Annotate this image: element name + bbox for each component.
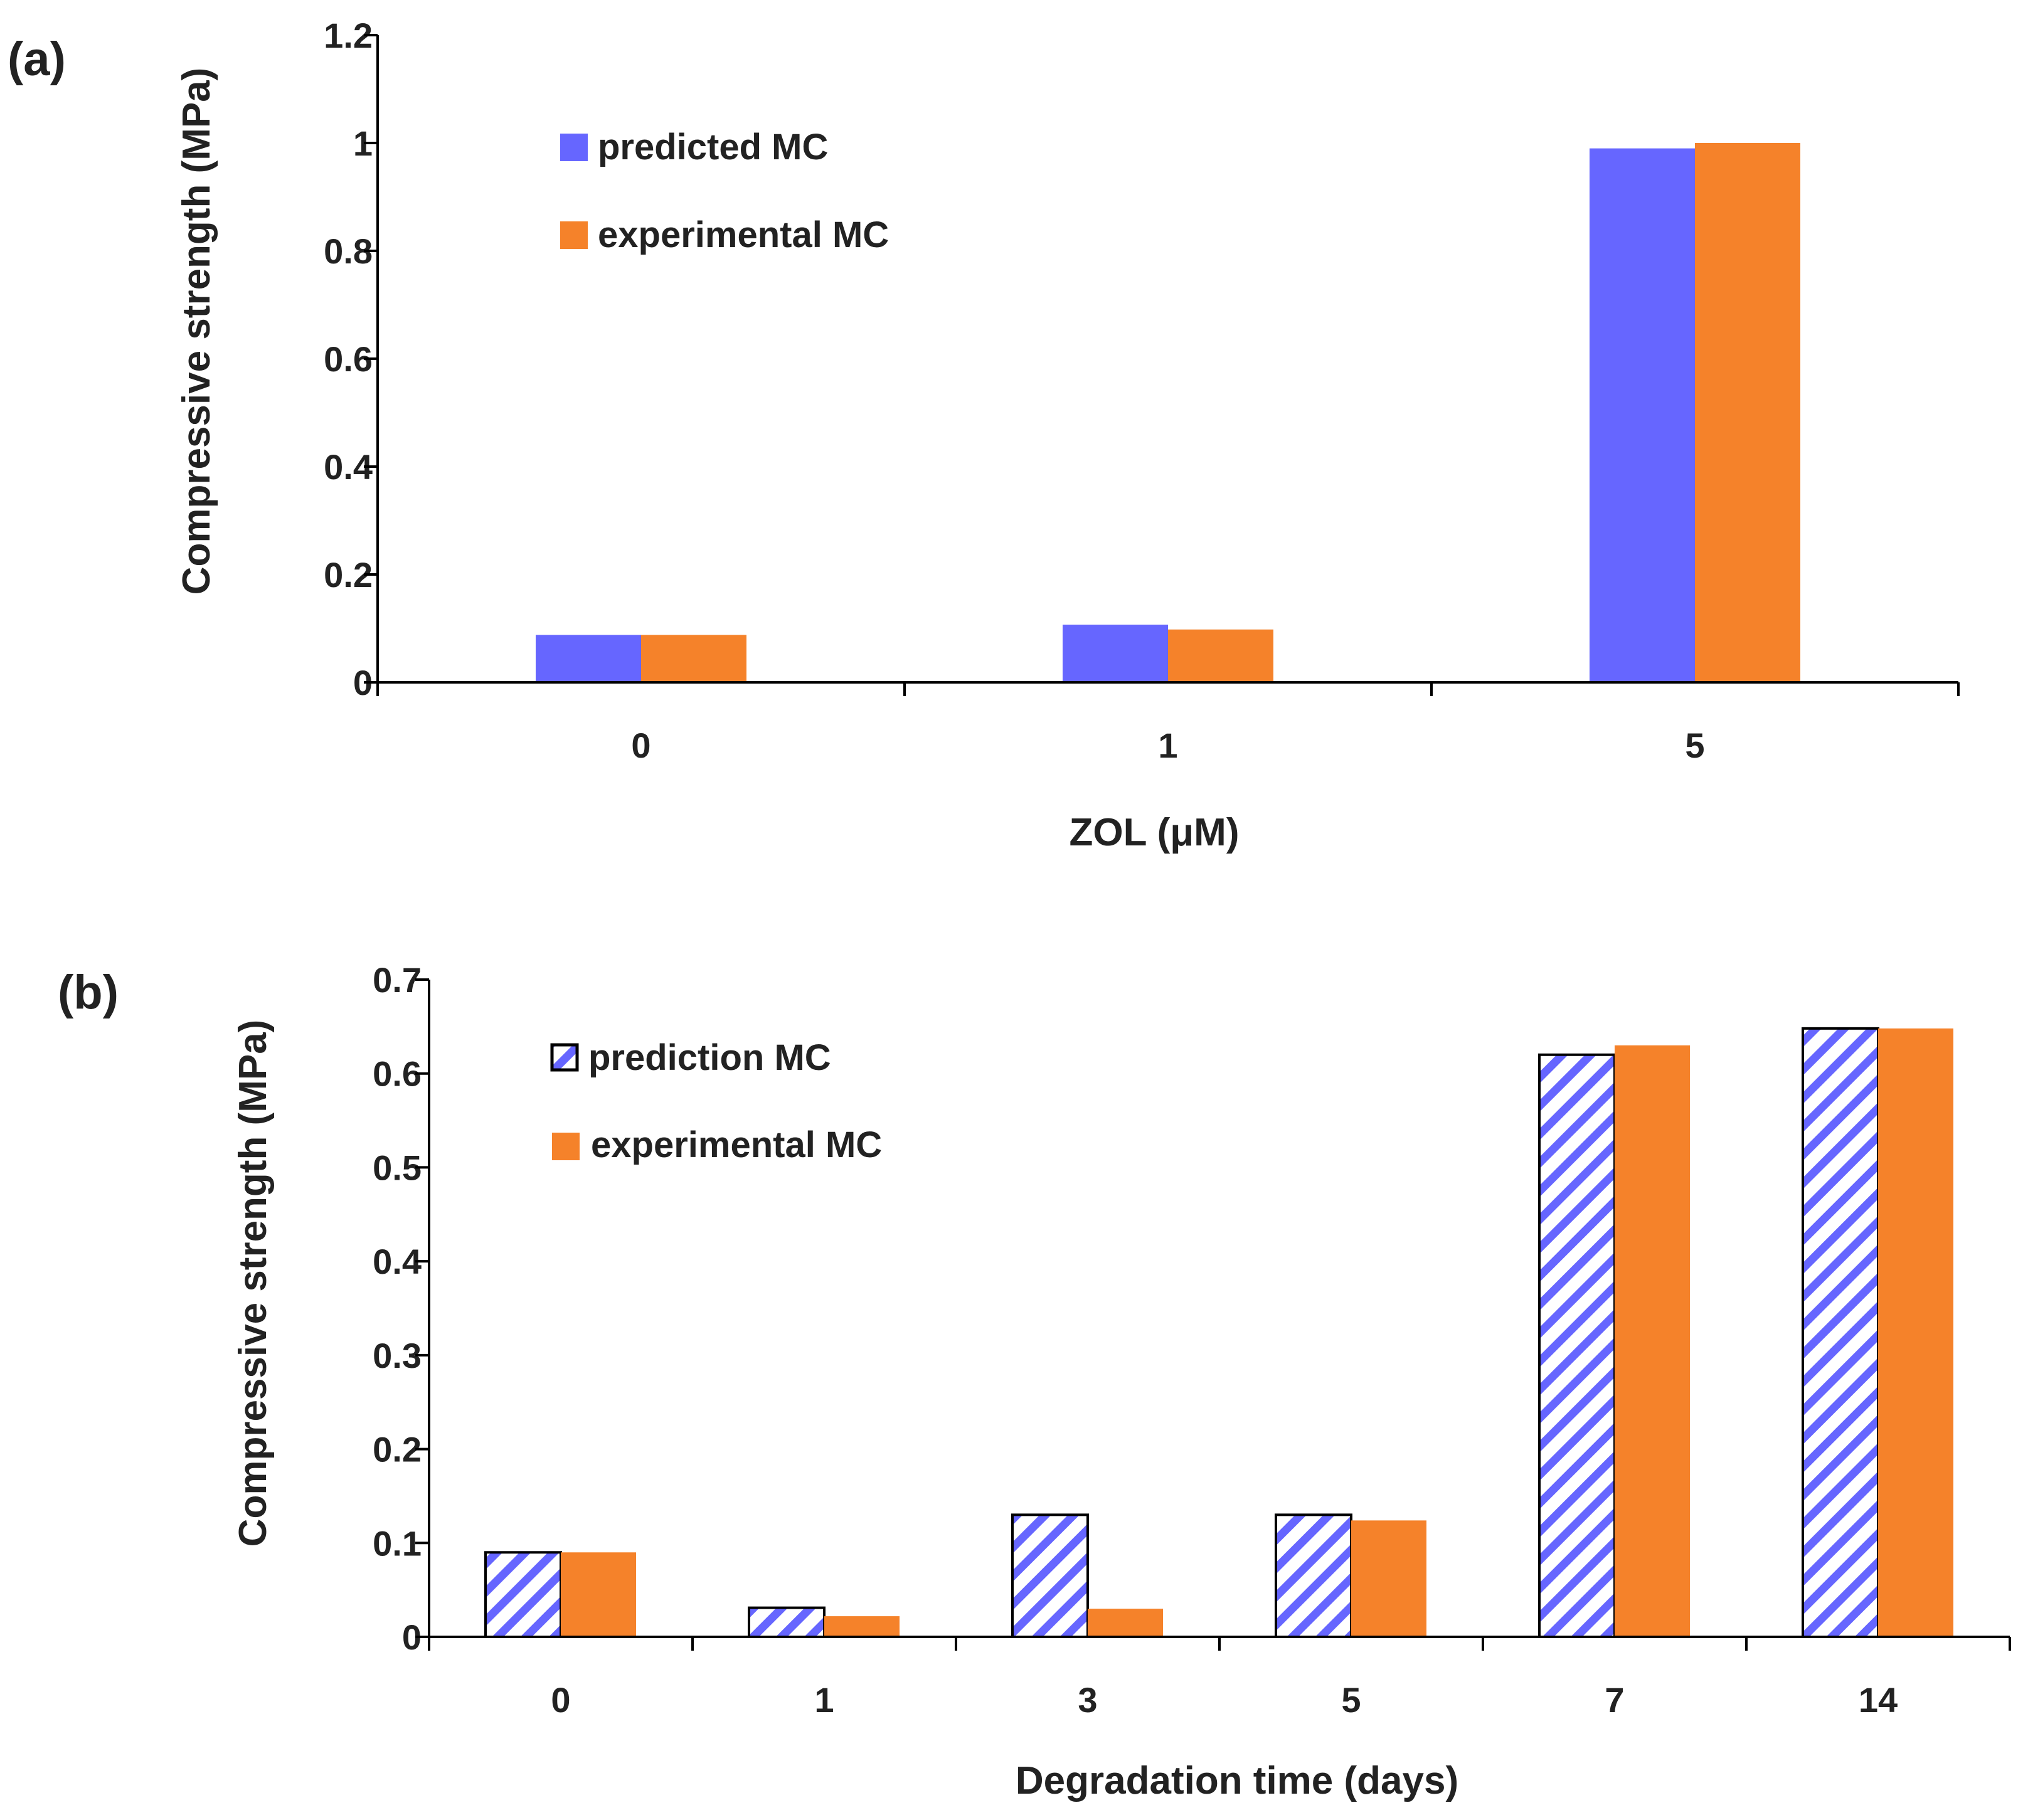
- x-tick-label: 1: [1158, 726, 1177, 765]
- bar-series-1: [484, 1551, 562, 1638]
- legend-swatch-predicted: [560, 134, 588, 161]
- legend-swatch-prediction: [550, 1043, 579, 1072]
- panel-b-y-axis-title: Compressive strength (MPa): [231, 1020, 275, 1547]
- panel-b-chart: (b) Compressive strength (MPa) Degradati…: [58, 960, 2011, 1802]
- y-tick-label: 0.7: [373, 960, 422, 1000]
- bar-series-1: [748, 1606, 826, 1639]
- x-tick-label: 5: [1341, 1680, 1361, 1720]
- panel-a-axes: [364, 34, 1960, 696]
- bar-series-1: [1802, 1027, 1879, 1638]
- bar-series-2: [641, 635, 746, 682]
- x-tick-label: 14: [1859, 1680, 1898, 1720]
- y-tick-label: 0.4: [373, 1242, 422, 1281]
- bar-series-1: [1011, 1513, 1089, 1638]
- panel-b-bars: [484, 1027, 1953, 1639]
- y-tick-label: 0.6: [373, 1054, 422, 1094]
- x-tick-label: 0: [631, 726, 650, 765]
- panel-b-label: (b): [58, 966, 119, 1019]
- legend-swatch-experimental-b: [552, 1133, 580, 1160]
- panel-b-x-axis-title: Degradation time (days): [1016, 1759, 1458, 1802]
- legend-label-experimental-b: experimental MC: [591, 1124, 882, 1165]
- panel-b-legend: prediction MC experimental MC: [550, 1037, 882, 1165]
- panel-b-y-tick-labels: 00.10.20.30.40.50.60.7: [373, 960, 422, 1657]
- bar-series-1: [1590, 148, 1695, 683]
- panel-a-legend: predicted MC experimental MC: [560, 127, 889, 255]
- bar-series-1: [1538, 1053, 1616, 1639]
- panel-a-chart: (a) Compressive strength (MPa) ZOL (μM) …: [8, 16, 1960, 854]
- bar-series-2: [1351, 1520, 1426, 1637]
- x-tick-label: 0: [551, 1680, 570, 1720]
- x-tick-label: 7: [1605, 1680, 1624, 1720]
- panel-b-axes: [415, 978, 2011, 1651]
- bar-series-2: [561, 1552, 636, 1637]
- bar-series-2: [1168, 629, 1273, 682]
- panel-a-y-axis-title: Compressive strength (MPa): [175, 68, 218, 595]
- legend-label-experimental: experimental MC: [598, 214, 889, 255]
- panel-a-label: (a): [8, 33, 66, 86]
- bar-series-2: [1615, 1045, 1690, 1637]
- bar-series-1: [536, 635, 641, 682]
- bar-series-2: [1088, 1609, 1163, 1637]
- panel-a-x-tick-labels: 0 1 5: [631, 726, 1704, 765]
- bar-series-1: [1063, 624, 1168, 682]
- x-tick-label: 5: [1685, 726, 1704, 765]
- legend-label-prediction: prediction MC: [588, 1037, 831, 1078]
- bar-series-2: [1695, 143, 1800, 682]
- panel-a-bars: [536, 143, 1800, 683]
- panel-b-x-tick-labels: 0 1 3 5 7 14: [551, 1680, 1898, 1720]
- bar-series-1: [1275, 1513, 1352, 1638]
- x-tick-label: 3: [1078, 1680, 1097, 1720]
- y-tick-label: 0.1: [373, 1523, 422, 1563]
- legend-swatch-experimental: [560, 221, 588, 249]
- legend-label-predicted: predicted MC: [598, 127, 828, 167]
- bar-series-2: [1878, 1028, 1953, 1637]
- y-tick-label: 0.2: [373, 1430, 422, 1469]
- y-tick-label: 0.5: [373, 1148, 422, 1187]
- panel-a-x-axis-title: ZOL (μM): [1070, 811, 1240, 854]
- y-tick-label: 0.3: [373, 1336, 422, 1375]
- x-tick-label: 1: [814, 1680, 834, 1720]
- bar-series-2: [824, 1616, 900, 1637]
